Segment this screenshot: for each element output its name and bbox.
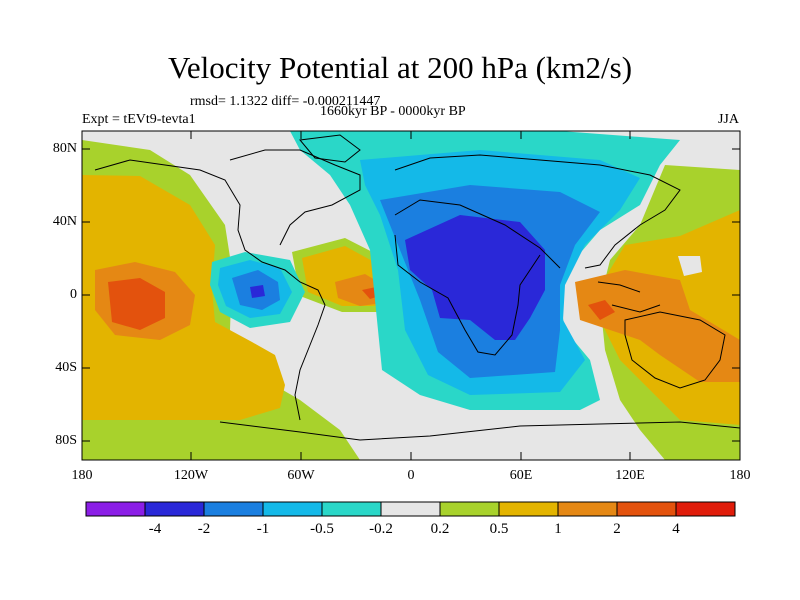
- colorbar-label: -1: [256, 521, 270, 537]
- pacific-high-light-spot: [678, 256, 702, 276]
- colorbar-label: 4: [672, 521, 680, 537]
- y-tick-label: 0: [70, 287, 77, 302]
- y-tick-label: 80S: [55, 433, 77, 448]
- x-tick-label: 180: [71, 468, 93, 483]
- x-tick-label: 0: [407, 468, 415, 483]
- colorbar-label: 1: [554, 521, 562, 537]
- colorbar-swatch: [144, 501, 205, 517]
- colorbar-swatch: [262, 501, 323, 517]
- colorbar-swatch: [203, 501, 264, 517]
- y-tick-label: 80N: [52, 141, 77, 156]
- period-text: 1660kyr BP - 0000kyr BP: [320, 104, 466, 119]
- stats-text: rmsd= 1.1322 diff= -0.000211447: [190, 94, 381, 109]
- x-tick-label: 120W: [173, 468, 209, 483]
- central-america-negative-4: [250, 285, 265, 298]
- indo-pacific-positive-2: [575, 270, 740, 382]
- x-tick-label: 60E: [509, 468, 533, 483]
- colorbar-label: -0.5: [310, 521, 334, 537]
- x-tick-label: 120E: [615, 468, 645, 483]
- experiment-label: Expt = tEVt9-tevta1: [82, 112, 196, 127]
- colorbar-label: -0.2: [369, 521, 393, 537]
- indo-pacific-positive-4: [588, 300, 615, 320]
- colorbar-swatch: [439, 501, 500, 517]
- colorbar-swatch: [85, 501, 146, 517]
- colorbar-label: 2: [613, 521, 621, 537]
- y-tick-label: 40S: [55, 360, 77, 375]
- colorbar-label: 0.5: [489, 521, 509, 537]
- afro-eurasia-negative-2: [405, 215, 545, 340]
- axis-ticks: [82, 131, 740, 460]
- season-label: JJA: [717, 112, 739, 127]
- pacific-positive-region-4: [108, 278, 165, 330]
- colorbar-label: -4: [148, 521, 162, 537]
- colorbar-swatch: [498, 501, 559, 517]
- colorbar-label: 0.2: [430, 521, 450, 537]
- colorbar-label: -2: [197, 521, 211, 537]
- colorbar-swatch: [380, 501, 441, 517]
- x-tick-label: 180: [729, 468, 751, 483]
- y-tick-label: 40N: [52, 214, 77, 229]
- colorbar-swatch: [616, 501, 677, 517]
- colorbar-swatch: [321, 501, 382, 517]
- colorbar-swatch: [675, 501, 736, 517]
- coastlines: [94, 134, 740, 441]
- map-title: Velocity Potential at 200 hPa (km2/s): [167, 50, 633, 85]
- x-tick-label: 60W: [287, 468, 315, 483]
- colorbar-swatch: [557, 501, 618, 517]
